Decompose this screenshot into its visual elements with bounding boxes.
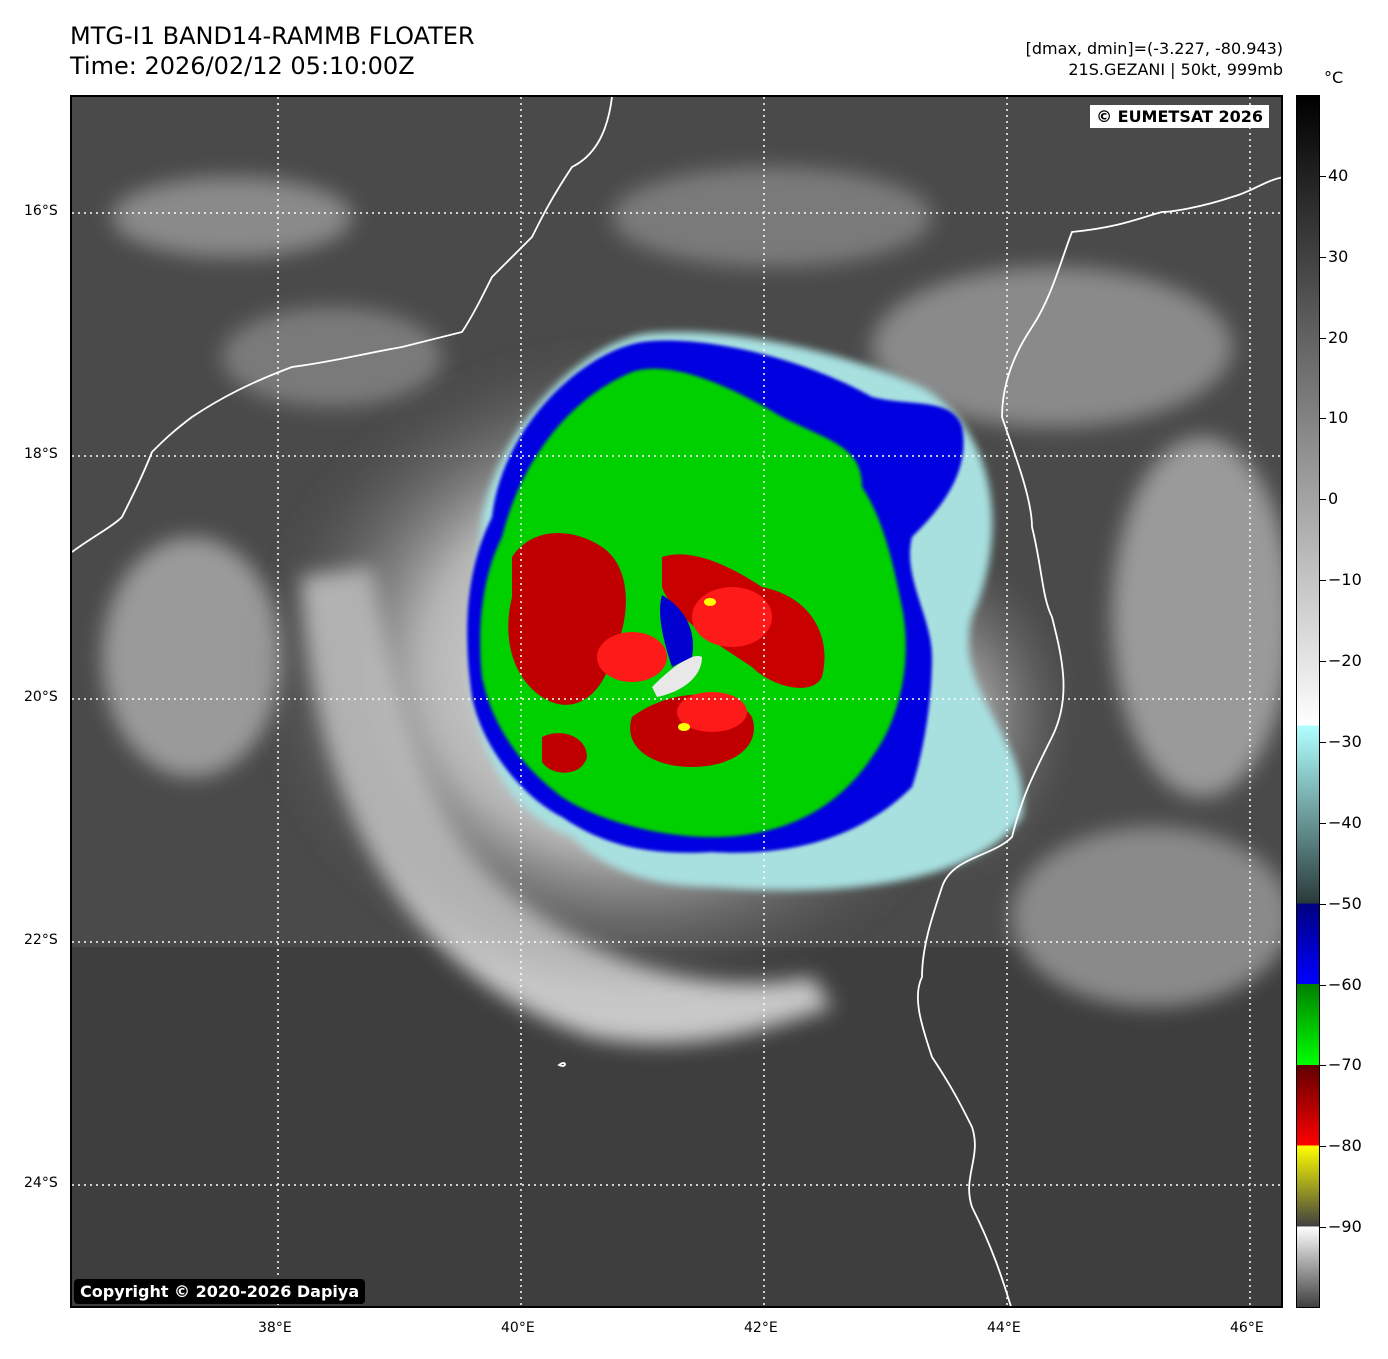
coastlines bbox=[72, 97, 1281, 1306]
lon-label-40e: 40°E bbox=[501, 1320, 535, 1336]
colorbar-tick bbox=[1320, 499, 1326, 501]
colorbar-tick bbox=[1320, 337, 1326, 339]
colorbar-label: −90 bbox=[1328, 1217, 1362, 1237]
colorbar-tick bbox=[1320, 1146, 1326, 1148]
dapiya-credit: Copyright © 2020-2026 Dapiya bbox=[74, 1279, 366, 1304]
colorbar-tick bbox=[1320, 418, 1326, 420]
colorbar-label: 30 bbox=[1328, 246, 1349, 266]
colorbar-label: −60 bbox=[1328, 974, 1362, 994]
colorbar-tick bbox=[1320, 822, 1326, 824]
colorbar-label: 40 bbox=[1328, 165, 1349, 185]
colorbar-tick bbox=[1320, 256, 1326, 258]
colorbar-tick bbox=[1320, 1227, 1326, 1229]
lon-label-42e: 42°E bbox=[744, 1320, 778, 1336]
colorbar-tick bbox=[1320, 661, 1326, 663]
colorbar-tick bbox=[1320, 175, 1326, 177]
colorbar-label: −20 bbox=[1328, 651, 1362, 671]
lat-label-22s: 22°S bbox=[24, 932, 58, 948]
storm-info: 21S.GEZANI | 50kt, 999mb bbox=[1068, 60, 1283, 79]
eumetsat-credit: © EUMETSAT 2026 bbox=[1090, 105, 1269, 128]
colorbar-label: −10 bbox=[1328, 570, 1362, 590]
lon-label-38e: 38°E bbox=[258, 1320, 292, 1336]
colorbar bbox=[1296, 95, 1320, 1308]
range-info: [dmax, dmin]=(-3.227, -80.943) bbox=[1025, 39, 1283, 58]
lat-label-24s: 24°S bbox=[24, 1175, 58, 1191]
lon-label-44e: 44°E bbox=[987, 1320, 1021, 1336]
colorbar-unit: °C bbox=[1324, 68, 1344, 87]
chart-time: Time: 2026/02/12 05:10:00Z bbox=[70, 52, 415, 80]
colorbar-tick bbox=[1320, 1065, 1326, 1067]
colorbar-label: −40 bbox=[1328, 812, 1362, 832]
colorbar-tick bbox=[1320, 580, 1326, 582]
colorbar-tick bbox=[1320, 903, 1326, 905]
colorbar-label: −80 bbox=[1328, 1136, 1362, 1156]
colorbar-label: −70 bbox=[1328, 1055, 1362, 1075]
cold-tops-red bbox=[508, 533, 825, 773]
colorbar-tick bbox=[1320, 984, 1326, 986]
lat-label-18s: 18°S bbox=[24, 446, 58, 462]
lat-label-16s: 16°S bbox=[24, 203, 58, 219]
colorbar-label: −30 bbox=[1328, 731, 1362, 751]
satellite-map: © EUMETSAT 2026 Copyright © 2020-2026 Da… bbox=[70, 95, 1283, 1308]
colorbar-label: 20 bbox=[1328, 327, 1349, 347]
colorbar-tick bbox=[1320, 741, 1326, 743]
colorbar-label: 10 bbox=[1328, 408, 1349, 428]
colorbar-label: −50 bbox=[1328, 893, 1362, 913]
lon-label-46e: 46°E bbox=[1230, 1320, 1264, 1336]
colorbar-label: 0 bbox=[1328, 489, 1339, 509]
graticule bbox=[72, 97, 1281, 1306]
lat-label-20s: 20°S bbox=[24, 689, 58, 705]
background-clouds bbox=[102, 167, 1281, 1007]
satellite-image bbox=[72, 97, 1281, 1306]
storm-center bbox=[652, 595, 702, 697]
chart-title: MTG-I1 BAND14-RAMMB FLOATER bbox=[70, 22, 475, 50]
